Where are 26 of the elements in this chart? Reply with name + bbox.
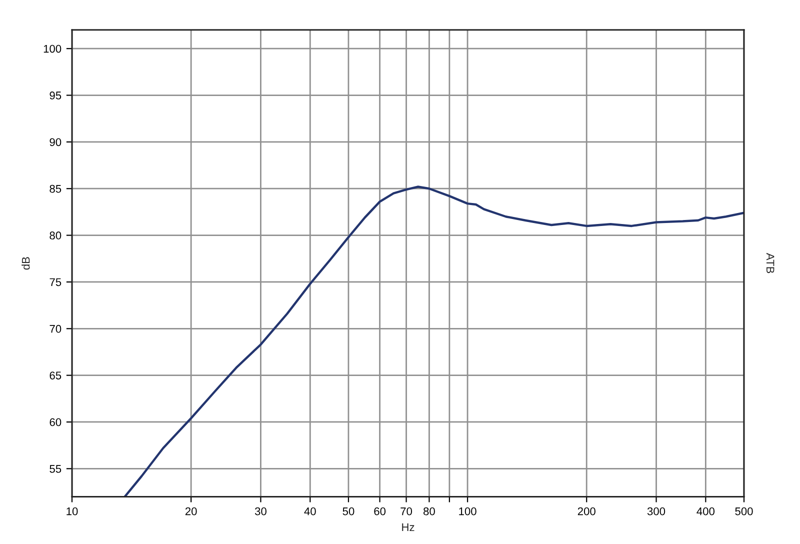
x-tick-label: 10 (66, 507, 78, 516)
x-tick-label: 20 (185, 507, 197, 516)
x-tick-label: 200 (578, 507, 596, 516)
y-tick-label: 70 (50, 324, 62, 333)
x-tick-label: 30 (254, 507, 266, 516)
y-tick-label: 60 (50, 418, 62, 426)
x-tick-label: 60 (374, 507, 386, 516)
y-tick-label: 80 (50, 232, 62, 240)
x-tick-label: 300 (647, 507, 666, 516)
y-tick-label: 75 (50, 278, 62, 286)
y-tick-label: 55 (50, 465, 62, 473)
x-tick-label: 50 (342, 507, 354, 516)
x-axis-title: Hz (402, 523, 414, 532)
y-tick-label: 95 (50, 92, 62, 100)
y-tick-label: 100 (44, 44, 62, 53)
x-tick-label: 500 (735, 507, 753, 516)
y-tick-label: 85 (50, 184, 62, 193)
x-tick-label: 40 (304, 507, 316, 516)
x-tick-label: 400 (696, 507, 715, 516)
y-axis-title: dB (22, 257, 30, 270)
x-tick-label: 100 (459, 507, 476, 516)
x-tick-label: 80 (424, 507, 435, 516)
y-tick-label: 65 (50, 372, 62, 380)
y-tick-label: 90 (50, 138, 62, 146)
y2-axis-title: ATB (766, 252, 774, 274)
x-tick-label: 70 (400, 507, 412, 516)
